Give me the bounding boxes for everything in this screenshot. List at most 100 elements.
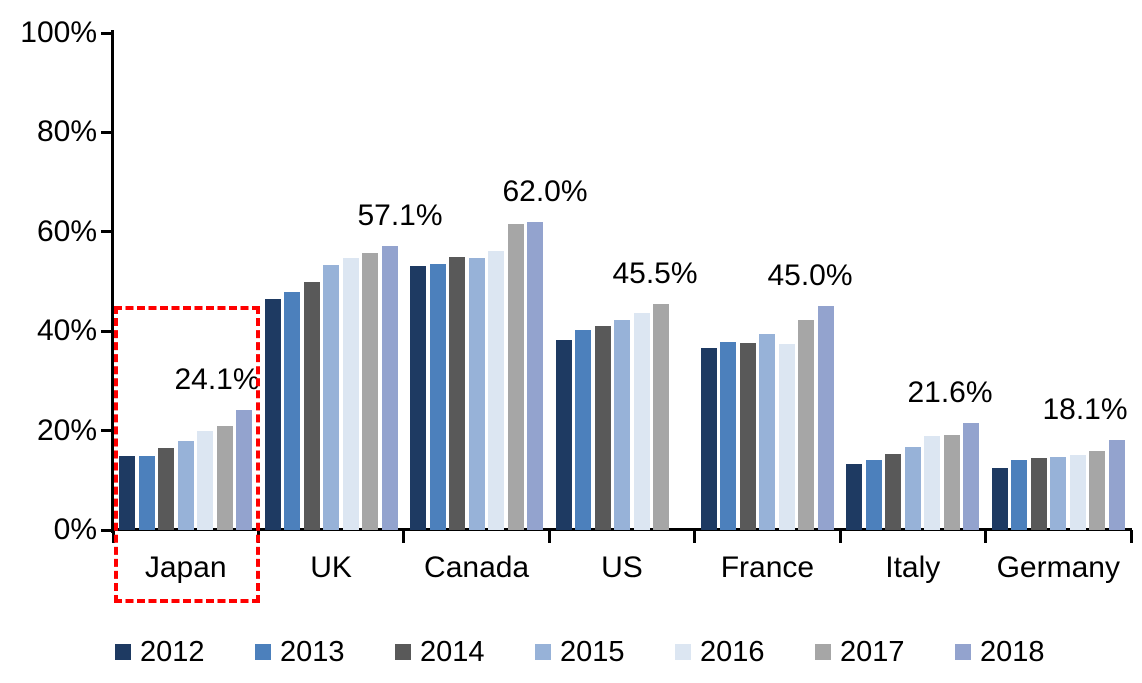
category-label-france: France bbox=[720, 551, 815, 584]
legend-label-2014: 2014 bbox=[420, 636, 485, 668]
bar-france-2018 bbox=[817, 306, 834, 530]
bar-canada-2016 bbox=[488, 250, 505, 530]
legend-item-2014: 2014 bbox=[395, 636, 535, 668]
bar-germany-2012 bbox=[991, 467, 1008, 530]
bar-germany-2013 bbox=[1011, 460, 1028, 530]
y-tick bbox=[101, 329, 113, 333]
legend-item-2017: 2017 bbox=[815, 636, 955, 668]
legend-label-2015: 2015 bbox=[560, 636, 625, 668]
legend-item-2012: 2012 bbox=[115, 636, 255, 668]
y-tick bbox=[101, 429, 113, 433]
bar-us-2016 bbox=[633, 312, 650, 530]
y-axis-tick-label: 100% bbox=[20, 16, 97, 49]
legend-swatch-2016 bbox=[675, 644, 691, 660]
legend-label-2012: 2012 bbox=[140, 636, 205, 668]
data-label-canada: 62.0% bbox=[502, 174, 588, 208]
bar-germany-2014 bbox=[1030, 458, 1047, 530]
bar-france-2015 bbox=[759, 334, 776, 530]
legend-item-2013: 2013 bbox=[255, 636, 395, 668]
legend-swatch-2012 bbox=[115, 644, 131, 660]
bar-italy-2015 bbox=[904, 446, 921, 530]
data-label-france: 45.0% bbox=[767, 259, 853, 293]
legend-label-2013: 2013 bbox=[280, 636, 345, 668]
bar-italy-2016 bbox=[924, 436, 941, 530]
y-axis-tick-label: 20% bbox=[36, 413, 97, 447]
y-tick bbox=[101, 230, 113, 234]
x-tick bbox=[402, 530, 406, 543]
bar-france-2014 bbox=[739, 342, 756, 530]
y-tick bbox=[101, 31, 113, 35]
bar-italy-2012 bbox=[846, 464, 863, 530]
x-tick bbox=[547, 530, 551, 543]
x-tick bbox=[693, 530, 697, 543]
bar-canada-2013 bbox=[429, 264, 446, 530]
legend-label-2018: 2018 bbox=[980, 636, 1045, 668]
legend-swatch-2015 bbox=[535, 644, 551, 660]
bar-uk-2015 bbox=[323, 265, 340, 530]
category-label-germany: Germany bbox=[996, 551, 1120, 584]
bar-japan-2017 bbox=[216, 425, 233, 530]
y-axis-tick-label: 60% bbox=[36, 214, 97, 248]
bar-france-2016 bbox=[778, 344, 795, 530]
y-tick bbox=[101, 528, 113, 532]
bar-japan-2016 bbox=[197, 431, 214, 530]
category-label-canada: Canada bbox=[424, 551, 530, 584]
bar-us-2013 bbox=[575, 330, 591, 530]
bar-us-2014 bbox=[594, 326, 611, 530]
bar-uk-2012 bbox=[264, 299, 281, 530]
bar-uk-2017 bbox=[362, 252, 379, 530]
legend: 2012 2013 2014 2015 2016 2017 2018 bbox=[115, 636, 1095, 668]
data-label-germany: 18.1% bbox=[1042, 393, 1128, 426]
data-label-japan: 24.1% bbox=[174, 363, 260, 397]
category-label-us: US bbox=[601, 551, 643, 584]
bar-canada-2014 bbox=[449, 257, 466, 530]
bar-italy-2013 bbox=[865, 460, 882, 530]
legend-swatch-2017 bbox=[815, 644, 831, 660]
y-axis-tick-label: 80% bbox=[36, 115, 97, 149]
bar-germany-2018 bbox=[1108, 440, 1125, 530]
legend-item-2015: 2015 bbox=[535, 636, 675, 668]
bar-japan-2014 bbox=[158, 448, 175, 530]
bar-japan-2013 bbox=[138, 455, 155, 530]
x-tick bbox=[111, 530, 115, 543]
bar-canada-2015 bbox=[468, 258, 485, 530]
bar-us-2012 bbox=[555, 340, 572, 530]
bar-us-2015 bbox=[614, 320, 630, 530]
legend-item-2018: 2018 bbox=[955, 636, 1095, 668]
category-label-japan: Japan bbox=[144, 551, 227, 584]
highlight-box-japan bbox=[114, 306, 260, 603]
bar-france-2013 bbox=[720, 342, 737, 530]
y-tick bbox=[101, 130, 113, 134]
legend-swatch-2013 bbox=[255, 644, 271, 660]
bar-uk-2018 bbox=[381, 246, 398, 530]
bar-canada-2012 bbox=[410, 266, 427, 530]
bar-italy-2017 bbox=[943, 435, 960, 530]
category-label-italy: Italy bbox=[885, 551, 941, 584]
legend-item-2016: 2016 bbox=[675, 636, 815, 668]
bar-uk-2013 bbox=[284, 291, 301, 530]
bar-japan-2012 bbox=[119, 456, 136, 530]
x-tick bbox=[984, 530, 988, 543]
bar-france-2012 bbox=[700, 348, 717, 530]
x-tick bbox=[838, 530, 842, 543]
legend-label-2017: 2017 bbox=[840, 636, 905, 668]
bar-japan-2018 bbox=[236, 410, 253, 530]
bar-france-2017 bbox=[798, 319, 815, 530]
bar-germany-2015 bbox=[1050, 456, 1067, 530]
data-label-italy: 21.6% bbox=[907, 375, 993, 409]
bar-germany-2017 bbox=[1089, 451, 1106, 530]
bar-us-2017 bbox=[653, 303, 669, 530]
bar-italy-2014 bbox=[885, 454, 902, 530]
bar-italy-2018 bbox=[963, 422, 980, 530]
bar-canada-2017 bbox=[507, 224, 524, 530]
y-axis-tick-label: 0% bbox=[53, 513, 97, 546]
bar-uk-2016 bbox=[342, 257, 359, 530]
bar-germany-2016 bbox=[1069, 454, 1086, 530]
data-label-us: 45.5% bbox=[612, 256, 698, 290]
legend-swatch-2018 bbox=[955, 644, 971, 660]
legend-swatch-2014 bbox=[395, 644, 411, 660]
x-tick bbox=[1129, 530, 1133, 543]
category-label-uk: UK bbox=[310, 551, 352, 584]
bar-uk-2014 bbox=[303, 281, 320, 530]
